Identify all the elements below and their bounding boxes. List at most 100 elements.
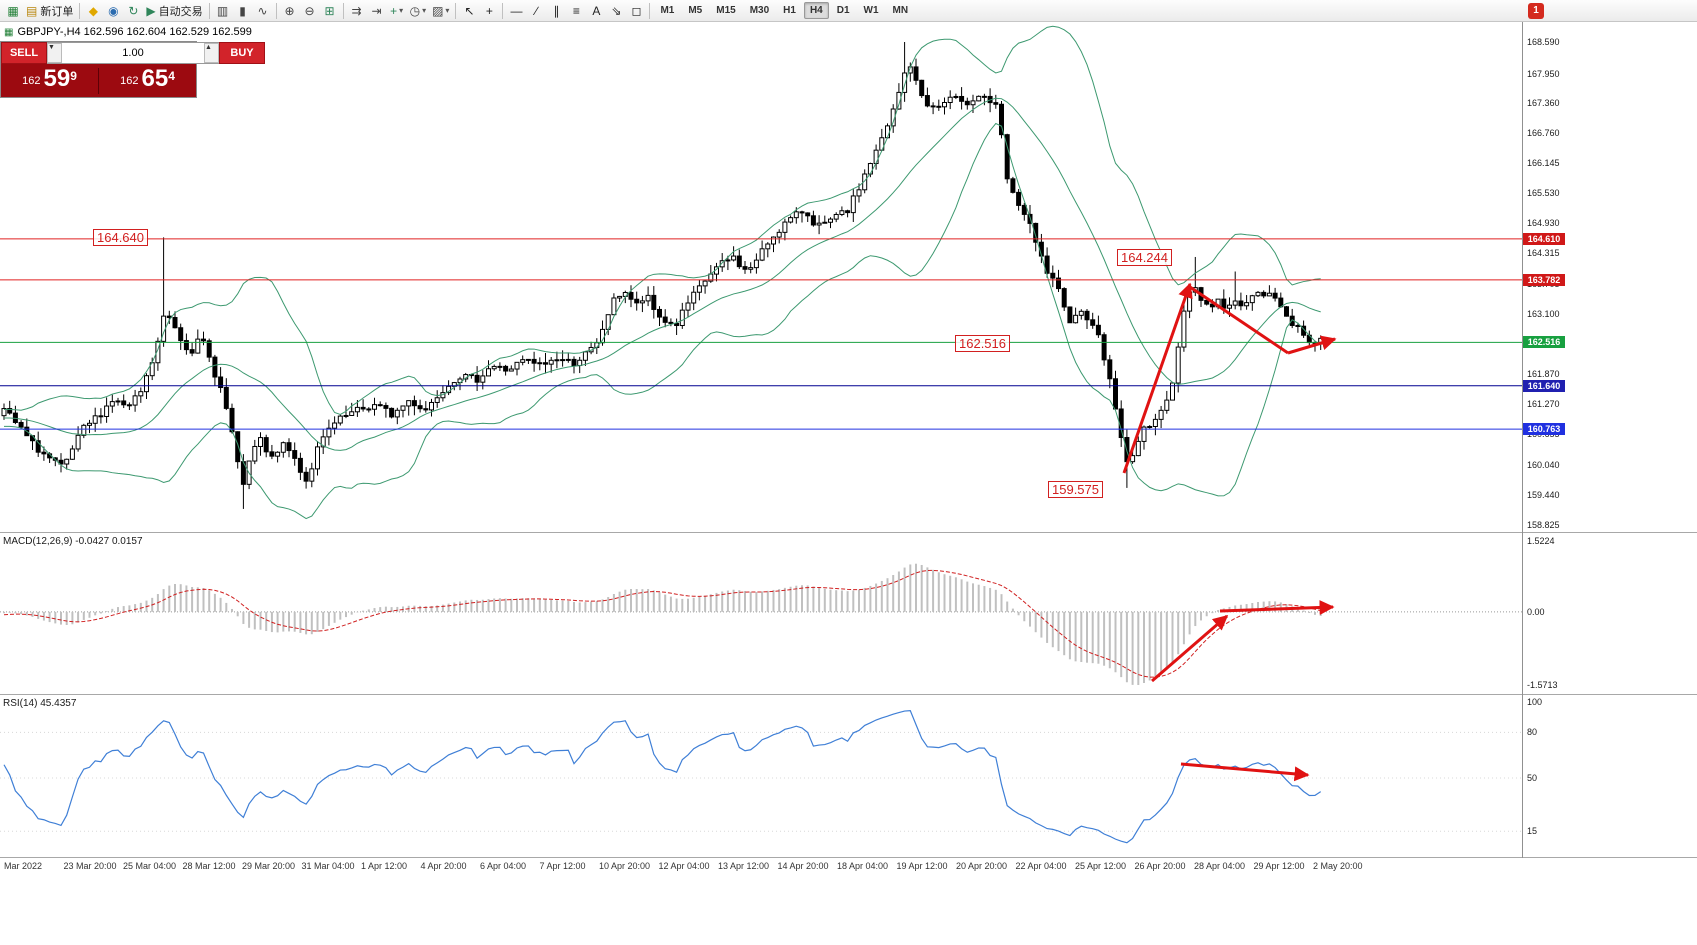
price-axis-tick: 161.870: [1527, 369, 1560, 380]
tile-windows-button[interactable]: ⊞: [320, 1, 340, 21]
price-callout: 162.516: [955, 335, 1010, 352]
price-axis-tick: 167.360: [1527, 97, 1560, 108]
text-button[interactable]: A: [586, 1, 606, 21]
dropdown-caret-icon[interactable]: ▾: [399, 6, 404, 15]
toolbar-separator: [649, 2, 651, 19]
timeframe-w1-button[interactable]: W1: [863, 5, 879, 16]
timeframe-m15-button[interactable]: M15: [716, 5, 736, 16]
rsi-axis-tick: 50: [1527, 773, 1538, 783]
time-axis-label: 25 Mar 04:00: [123, 861, 177, 871]
rsi-axis-tick: 15: [1527, 826, 1538, 837]
sell-price-big: 59: [43, 65, 71, 92]
trendline-button[interactable]: ∕: [526, 1, 546, 21]
fibonacci-button[interactable]: ≡: [566, 1, 586, 21]
one-click-trading-panel: SELL ▼ ▲ BUY 162 59 9 162 65 4: [0, 41, 265, 98]
time-axis-label: 2 May 20:00: [1313, 861, 1363, 871]
time-axis-label: 4 Apr 20:00: [420, 861, 467, 871]
time-axis-label: 6 Apr 04:00: [480, 861, 527, 871]
rsi-label: RSI(14) 45.4357: [3, 698, 77, 709]
arrows-button[interactable]: ⇘: [606, 1, 626, 21]
volume-down-button[interactable]: ▼: [47, 43, 62, 63]
time-axis-label: 28 Mar 12:00: [182, 861, 236, 871]
time-axis-label: 25 Apr 12:00: [1075, 861, 1127, 871]
time-axis-label: 28 Apr 04:00: [1194, 861, 1246, 871]
dropdown-caret-icon[interactable]: ▾: [445, 6, 450, 15]
tile-windows-icon: ⊞: [324, 3, 335, 18]
timeframe-h1-button[interactable]: H1: [783, 5, 796, 16]
sell-price[interactable]: 162 59 9: [1, 65, 98, 93]
price-callout: 164.640: [93, 229, 148, 246]
periods-icon: ◷: [409, 3, 421, 18]
chart-shift-button[interactable]: ⇥: [367, 1, 387, 21]
volume-up-button[interactable]: ▲: [204, 43, 219, 63]
time-axis-label: 13 Apr 12:00: [718, 861, 770, 871]
time-axis-label: 18 Apr 04:00: [837, 861, 889, 871]
timeframe-h4-button[interactable]: H4: [803, 2, 829, 19]
sell-price-prefix: 162: [22, 75, 41, 87]
line-chart-type-button[interactable]: ∿: [253, 1, 273, 21]
candlestick-type-button[interactable]: ▮: [233, 1, 253, 21]
notifications-badge[interactable]: 1: [1528, 2, 1544, 19]
cursor-button[interactable]: ↖: [459, 1, 479, 21]
price-axis-badge: 164.610: [1523, 232, 1565, 245]
zoom-in-icon: ⊕: [284, 3, 295, 18]
timeframe-m1-button[interactable]: M1: [660, 5, 675, 16]
buy-price[interactable]: 162 65 4: [99, 67, 196, 93]
refresh-button[interactable]: ↻: [123, 1, 143, 21]
time-axis-label: Mar 2022: [4, 861, 43, 871]
auto-scroll-icon: ⇉: [351, 3, 362, 18]
time-axis-label: 1 Apr 12:00: [361, 861, 408, 871]
price-axis-line: [1522, 22, 1523, 858]
dropdown-caret-icon[interactable]: ▾: [422, 6, 427, 15]
toolbar-separator: [275, 2, 277, 19]
price-axis-tick: 159.440: [1527, 489, 1560, 500]
zoom-in-button[interactable]: ⊕: [280, 1, 300, 21]
toolbar-separator: [502, 2, 504, 19]
time-axis-label: 19 Apr 12:00: [896, 861, 948, 871]
main-toolbar: ▦ ▤ 新订单 ◆ ◉ ↻ ▶ 自动交易 ▥ ▮ ∿ ⊕ ⊖ ⊞ ⇉ ⇥ + ▾ ◷ ▾ ▨ ▾ ↖ + — ∕ ∥ ≡ A ⇘ ◻ M1 M5…: [0, 0, 1697, 22]
community-button[interactable]: ◉: [103, 1, 123, 21]
shapes-button[interactable]: ◻: [626, 1, 646, 21]
new-order-button[interactable]: ▤ 新订单: [23, 1, 76, 21]
sell-button[interactable]: SELL: [1, 42, 47, 64]
horizontal-line-button[interactable]: —: [506, 1, 526, 21]
price-axis-tick: 167.950: [1527, 68, 1560, 79]
periods-button[interactable]: ◷ ▾: [407, 1, 430, 21]
macd-axis-tick: 1.5224: [1527, 536, 1555, 546]
bar-chart-type-button[interactable]: ▥: [213, 1, 233, 21]
zoom-out-button[interactable]: ⊖: [300, 1, 320, 21]
price-axis-badge: 163.782: [1523, 273, 1565, 286]
timeframe-mn-button[interactable]: MN: [892, 5, 909, 16]
refresh-icon: ↻: [128, 3, 139, 18]
mql-market-button[interactable]: ◆: [83, 1, 103, 21]
toolbar-separator: [342, 2, 344, 19]
new-chart-button[interactable]: ▦: [3, 1, 23, 21]
main-chart-plot[interactable]: [0, 22, 1522, 533]
buy-button[interactable]: BUY: [219, 42, 265, 64]
macd-axis-tick: -1.5713: [1527, 680, 1558, 690]
channel-button[interactable]: ∥: [546, 1, 566, 21]
fibonacci-icon: ≡: [572, 3, 580, 18]
templates-button[interactable]: ▨ ▾: [429, 1, 452, 21]
rsi-axis-tick: 100: [1527, 697, 1543, 707]
time-axis-label: 26 Apr 20:00: [1134, 861, 1186, 871]
crosshair-button[interactable]: +: [479, 1, 499, 21]
volume-input[interactable]: [62, 43, 204, 63]
buy-price-prefix: 162: [120, 75, 139, 87]
price-axis-tick: 164.315: [1527, 248, 1560, 259]
auto-scroll-button[interactable]: ⇉: [347, 1, 367, 21]
timeframe-m5-button[interactable]: M5: [688, 5, 703, 16]
autotrading-button[interactable]: ▶ 自动交易: [143, 1, 205, 21]
candlestick-chart-icon: ▦: [4, 26, 14, 38]
toolbar-separator: [455, 2, 457, 19]
bar-chart-type-icon: ▥: [216, 3, 229, 18]
symbol-ohlc-text: GBPJPY-,H4 162.596 162.604 162.529 162.5…: [17, 26, 252, 38]
time-axis-label: 14 Apr 20:00: [777, 861, 829, 871]
indicators-button[interactable]: + ▾: [387, 1, 407, 21]
new-order-icon: ▤: [26, 3, 38, 18]
timeframe-m30-button[interactable]: M30: [749, 5, 770, 16]
timeframe-d1-button[interactable]: D1: [836, 5, 850, 16]
toolbar-separator: [208, 2, 210, 19]
rsi-plot[interactable]: [0, 695, 1522, 857]
macd-plot[interactable]: [0, 533, 1522, 695]
